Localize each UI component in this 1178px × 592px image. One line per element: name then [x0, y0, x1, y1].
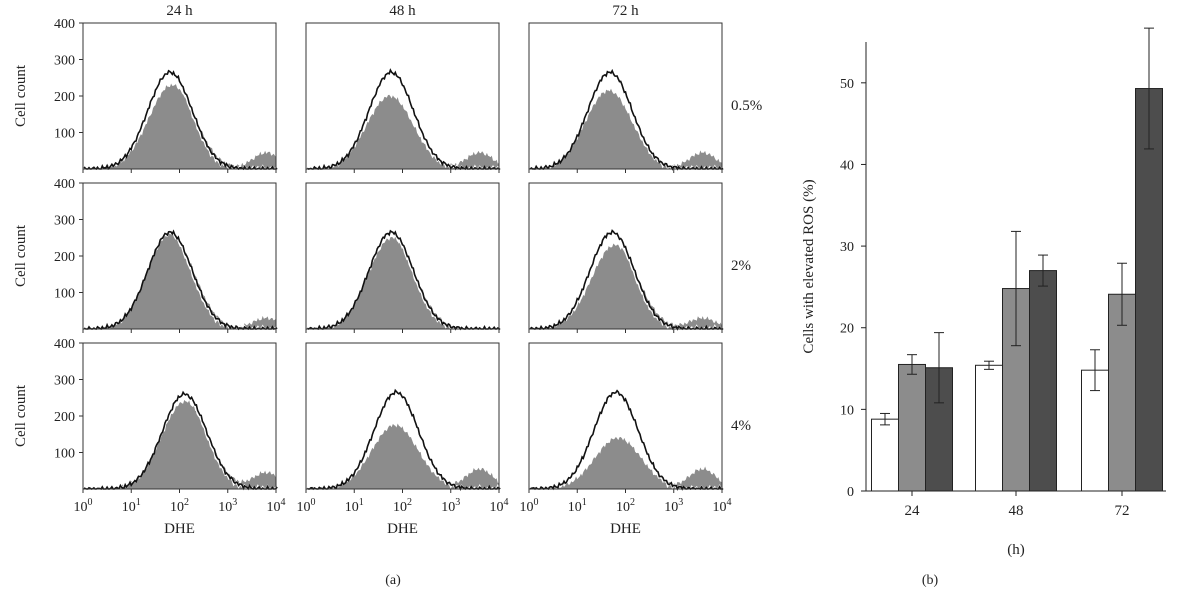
x-tick-label: 100	[74, 497, 93, 515]
panel-b-bar-chart: 0 10 20 30 40 50 Cells with elevated ROS (%) 24…	[801, 27, 1166, 558]
histogram-panel: 100 101 102 103 104 DHE 4%	[520, 342, 751, 537]
column-header-time: 72 h	[612, 3, 639, 19]
column-header-time: 48 h	[389, 3, 416, 19]
treated-histogram-area	[306, 94, 499, 169]
y-axis-label: Cells with elevated ROS (%)	[801, 179, 817, 353]
x-tick-label: 104	[267, 497, 286, 515]
bar	[898, 363, 926, 492]
treated-histogram-area	[529, 88, 722, 169]
y-axis-label: Cell count	[13, 64, 29, 127]
x-tick-label: 48	[1009, 503, 1024, 519]
y-tick-label: 400	[54, 17, 75, 32]
row-label-concentration: 2%	[731, 258, 751, 274]
x-axis-label: DHE	[610, 521, 641, 537]
y-tick-label: 300	[54, 214, 75, 229]
y-tick-label: 300	[54, 54, 75, 69]
x-tick-label: 101	[568, 497, 587, 515]
x-axis-label: (h)	[1007, 542, 1025, 558]
column-header-time: 24 h	[166, 3, 193, 19]
histogram-panel: 48 h	[305, 3, 501, 173]
histogram-panel	[305, 182, 501, 333]
y-tick-label: 200	[54, 410, 75, 425]
y-tick-label: 400	[54, 177, 75, 192]
y-tick-label: 0	[847, 485, 854, 500]
control-histogram-line	[83, 390, 278, 491]
x-tick-label: 103	[664, 497, 683, 515]
x-axis-label: DHE	[387, 521, 418, 537]
x-tick-label: 100	[297, 497, 316, 515]
y-axis-label: Cell count	[13, 224, 29, 287]
panel-a-caption: (a)	[385, 573, 401, 588]
histogram-panel: 72 h 0.5%	[528, 3, 762, 173]
treated-histogram-area	[83, 232, 276, 329]
y-tick-label: 100	[54, 287, 75, 302]
x-tick-label: 101	[122, 497, 141, 515]
treated-histogram-area	[529, 436, 722, 489]
x-tick-label: 101	[345, 497, 364, 515]
panel-b-caption: (b)	[922, 573, 939, 588]
y-tick-label: 300	[54, 374, 75, 389]
x-tick-label: 102	[393, 497, 412, 515]
histogram-panel: 400 300 200 100 Cell count 24 h	[13, 3, 278, 173]
bar	[1029, 270, 1057, 492]
y-tick-label: 100	[54, 447, 75, 462]
y-tick-label: 100	[54, 127, 75, 142]
treated-histogram-area	[306, 236, 499, 329]
treated-histogram-area	[529, 243, 722, 329]
histogram-panel: 400 300 200 100 Cell count 100 101 102 103 104 DHE	[13, 337, 286, 537]
bar	[871, 418, 899, 492]
y-tick-label: 50	[840, 77, 854, 92]
y-tick-label: 10	[840, 403, 854, 418]
y-tick-label: 40	[840, 158, 854, 173]
x-tick-label: 72	[1115, 503, 1130, 519]
treated-histogram-area	[83, 399, 276, 489]
bar	[975, 364, 1003, 492]
bar	[1108, 293, 1136, 492]
y-tick-label: 200	[54, 90, 75, 105]
y-tick-label: 200	[54, 250, 75, 265]
y-axis-label: Cell count	[13, 384, 29, 447]
row-label-concentration: 4%	[731, 418, 751, 434]
y-tick-label: 30	[840, 240, 854, 255]
treated-histogram-area	[83, 83, 276, 169]
y-tick-label: 20	[840, 322, 854, 337]
x-tick-label: 24	[905, 503, 921, 519]
row-label-concentration: 0.5%	[731, 98, 762, 114]
control-histogram-line	[306, 229, 501, 331]
histogram-panel: 400 300 200 100 Cell count	[13, 177, 278, 333]
histogram-panel: 100 101 102 103 104 DHE	[297, 342, 509, 537]
control-histogram-line	[306, 388, 501, 491]
bar	[1135, 88, 1163, 492]
x-tick-label: 103	[441, 497, 460, 515]
x-tick-label: 102	[616, 497, 635, 515]
x-tick-label: 104	[713, 497, 732, 515]
x-tick-label: 104	[490, 497, 509, 515]
control-histogram-line	[83, 69, 278, 171]
control-histogram-line	[83, 229, 278, 331]
panel-a-histograms: 400 300 200 100 Cell count 24 h 48 h 72 h 0.5% 40…	[13, 3, 762, 537]
y-tick-label: 400	[54, 337, 75, 352]
histogram-panel: 2%	[528, 182, 751, 333]
x-tick-label: 100	[520, 497, 539, 515]
x-tick-label: 103	[218, 497, 237, 515]
x-tick-label: 102	[170, 497, 189, 515]
treated-histogram-area	[306, 423, 499, 489]
x-axis-label: DHE	[164, 521, 195, 537]
